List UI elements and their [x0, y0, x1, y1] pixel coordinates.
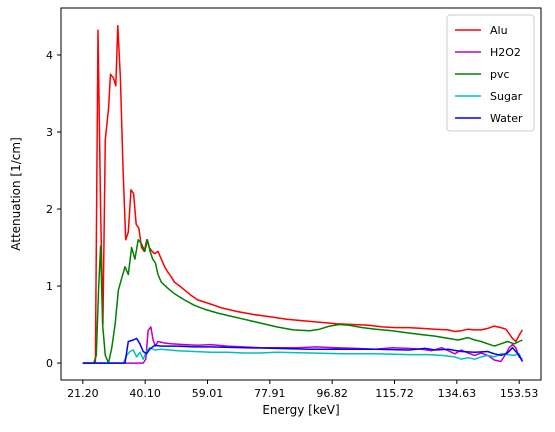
legend-label-sugar: Sugar: [490, 90, 523, 103]
x-tick-label: 96.82: [316, 387, 348, 400]
series-line-pvc: [82, 239, 523, 364]
y-tick-label: 0: [46, 357, 53, 370]
x-tick-label: 21.20: [67, 387, 99, 400]
x-tick-label: 134.63: [438, 387, 477, 400]
x-axis-label: Energy [keV]: [262, 403, 339, 417]
y-axis: 0 1 2 3 4: [46, 49, 61, 370]
y-axis-label: Attenuation [1/cm]: [9, 137, 23, 250]
x-tick-label: 115.72: [375, 387, 414, 400]
x-tick-label: 153.53: [500, 387, 539, 400]
y-tick-label: 1: [46, 280, 53, 293]
x-axis: 21.20 40.10 59.01 77.91 96.82 115.72 134.63 153…: [67, 380, 538, 400]
plot-frame: [60, 7, 542, 381]
x-tick-label: 40.10: [129, 387, 161, 400]
legend: Alu H2O2 pvc Sugar Water: [446, 14, 535, 132]
legend-label-water: Water: [490, 112, 523, 125]
x-tick-label: 77.91: [254, 387, 286, 400]
legend-label-pvc: pvc: [490, 68, 510, 81]
legend-box: [446, 14, 535, 132]
series-line-water: [82, 337, 524, 364]
y-tick-label: 2: [46, 203, 53, 216]
series-line-alu: [82, 24, 524, 364]
legend-label-h2o2: H2O2: [490, 46, 521, 59]
y-tick-label: 4: [46, 49, 53, 62]
plot-area: [82, 24, 524, 364]
x-tick-label: 59.01: [192, 387, 224, 400]
series-line-sugar: [82, 346, 524, 364]
legend-label-alu: Alu: [490, 24, 508, 37]
y-tick-label: 3: [46, 126, 53, 139]
